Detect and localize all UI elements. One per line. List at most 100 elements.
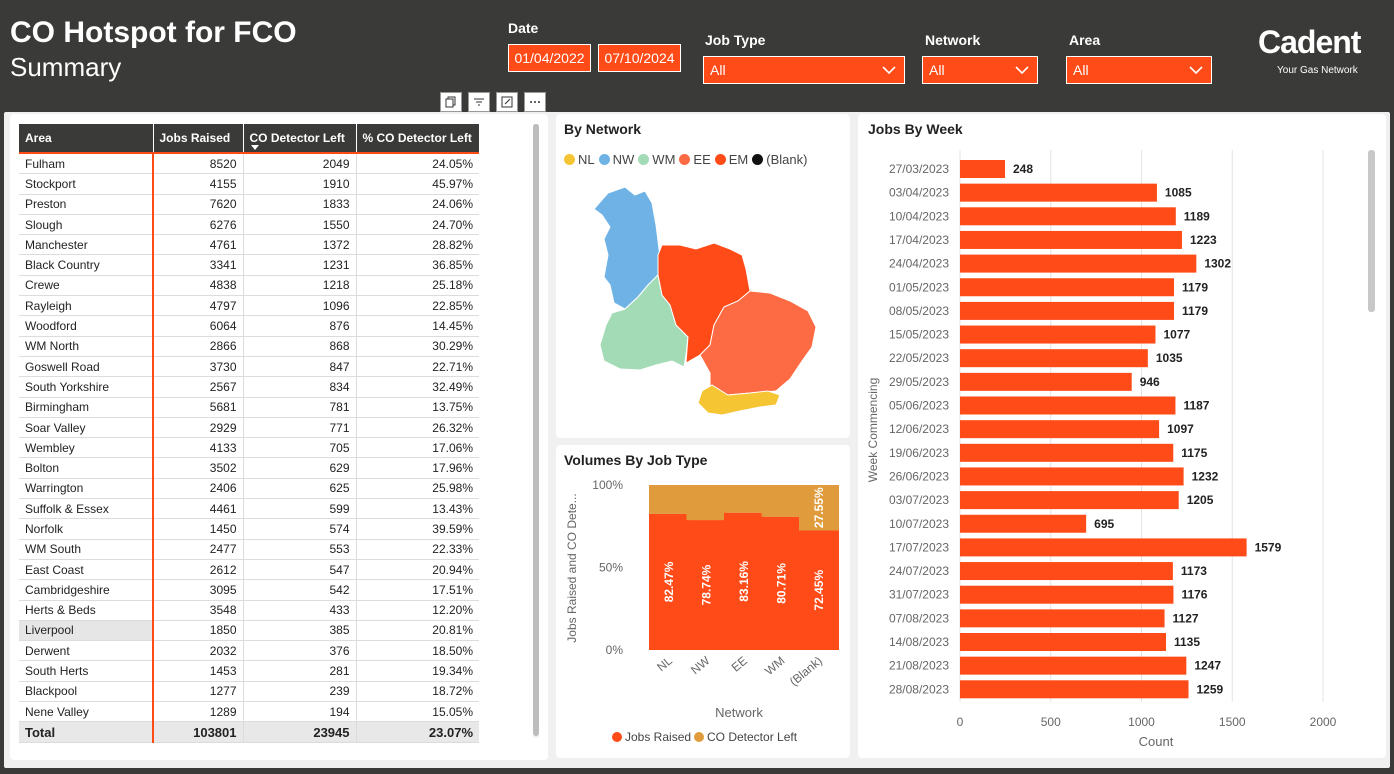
table-row[interactable]: Soar Valley 2929 771 26.32% [19,417,479,439]
bar[interactable] [960,491,1179,510]
table-row[interactable]: Liverpool 1850 385 20.81% [19,620,479,642]
co-detector-left-cell: 705 [242,437,356,459]
legend-item[interactable]: NW [598,152,634,167]
volumes-by-job-type-chart[interactable]: 0% 50% 100% Jobs Raised and CO Dete... 82.47… [556,470,850,760]
table-row[interactable]: Cambridgeshire 3095 542 17.51% [19,579,479,601]
bar-jobs-raised[interactable] [686,520,727,650]
table-scrollbar-thumb[interactable] [533,124,539,736]
table-row[interactable]: Birmingham 5681 781 13.75% [19,397,479,418]
jobs-by-week-chart[interactable]: 0 500 1000 1500 2000 27/03/2023 248 03/04/2023 1… [858,140,1386,758]
bar-jobs-raised[interactable] [724,512,764,650]
bar-co-detector-left[interactable] [686,485,727,521]
job-type-dropdown[interactable]: All [703,56,905,84]
bar[interactable] [960,160,1006,178]
table-row[interactable]: Herts & Beds 3548 433 12.20% [19,600,479,621]
bar-jobs-raised[interactable] [649,513,689,650]
filter-icon[interactable] [468,92,490,112]
bar[interactable] [960,420,1160,439]
legend-item[interactable]: EE [679,152,711,167]
column-header-area[interactable]: Area [19,124,153,153]
bar[interactable] [960,656,1187,675]
map-region-ee[interactable] [699,290,817,396]
pct-co-detector-left-cell: 36.85% [355,254,479,276]
more-options-icon[interactable] [524,92,546,112]
table-row[interactable]: East Coast 2612 547 20.94% [19,559,479,581]
bar[interactable] [960,301,1174,320]
bar[interactable] [960,562,1173,581]
table-row[interactable]: Nene Valley 1289 194 15.05% [19,701,479,723]
table-row[interactable]: Suffolk & Essex 4461 599 13.43% [19,498,479,520]
area-cell: Liverpool [19,620,153,642]
co-detector-left-cell: 629 [242,457,356,479]
bar[interactable] [960,585,1174,604]
table-row[interactable]: South Herts 1453 281 19.34% [19,660,479,682]
date-from-input[interactable]: 01/04/2022 [508,44,591,72]
bar[interactable] [960,349,1148,368]
date-to-input[interactable]: 07/10/2024 [598,44,681,72]
bar[interactable] [960,278,1174,297]
table-row[interactable]: Bolton 3502 629 17.96% [19,457,479,479]
legend-item[interactable]: (Blank) [752,152,807,167]
bar[interactable] [960,609,1165,628]
y-tick-label: 10/04/2023 [889,209,949,223]
column-header-co-detector-left[interactable]: CO Detector Left [242,124,356,153]
bar-jobs-raised[interactable] [761,516,802,650]
table-row[interactable]: Wembley 4133 705 17.06% [19,437,479,459]
area-dropdown[interactable]: All [1066,56,1212,84]
bar[interactable] [960,207,1176,226]
weekly-chart-scrollbar-thumb[interactable] [1368,150,1375,312]
table-row[interactable]: Manchester 4761 1372 28.82% [19,234,479,256]
co-detector-left-cell: 1096 [242,295,356,317]
copy-icon[interactable] [440,92,462,112]
legend-item[interactable]: NL [564,152,595,167]
column-header-jobs-raised[interactable]: Jobs Raised [152,124,243,153]
table-row[interactable]: Slough 6276 1550 24.70% [19,214,479,236]
bar[interactable] [960,230,1182,249]
table-row[interactable]: Warrington 2406 625 25.98% [19,478,479,500]
bar-jobs-raised[interactable] [799,530,839,650]
bar[interactable] [960,325,1156,344]
legend-label[interactable]: Jobs Raised [625,730,691,744]
table-row[interactable]: WM South 2477 553 22.33% [19,539,479,560]
y-tick-label: 14/08/2023 [889,635,949,649]
table-row[interactable]: Norfolk 1450 574 39.59% [19,518,479,540]
table-row[interactable]: Derwent 2032 376 18.50% [19,640,479,662]
network-map[interactable] [590,185,822,420]
bar[interactable] [960,396,1176,415]
legend-item[interactable]: EM [714,152,748,167]
bar-co-detector-left[interactable] [761,485,802,517]
pct-co-detector-left-cell: 20.81% [355,620,479,642]
bar[interactable] [960,680,1189,699]
table-row[interactable]: Fulham 8520 2049 24.05% [19,153,479,175]
bar[interactable] [960,254,1197,273]
table-row[interactable]: Woodford 6064 876 14.45% [19,315,479,337]
table-row[interactable]: South Yorkshire 2567 834 32.49% [19,376,479,398]
bar[interactable] [960,467,1184,486]
table-row[interactable]: WM North 2866 868 30.29% [19,336,479,357]
bar[interactable] [960,538,1247,557]
network-dropdown[interactable]: All [922,56,1038,84]
bar-data-label: 1179 [1182,280,1208,294]
focus-mode-icon[interactable] [496,92,518,112]
area-cell: Black Country [19,254,153,276]
bar[interactable] [960,633,1167,651]
bar[interactable] [960,183,1157,202]
map-region-nl[interactable] [697,384,781,416]
table-row[interactable]: Goswell Road 3730 847 22.71% [19,356,479,378]
bar-co-detector-left[interactable] [799,485,839,531]
bar[interactable] [960,372,1132,391]
legend-item[interactable]: WM [638,152,675,167]
table-row[interactable]: Rayleigh 4797 1096 22.85% [19,295,479,317]
table-row[interactable]: Stockport 4155 1910 45.97% [19,173,479,195]
bar[interactable] [960,443,1174,462]
column-header-pct-co-detector-left[interactable]: % CO Detector Left [355,124,479,153]
legend-label[interactable]: CO Detector Left [707,730,798,744]
bar-co-detector-left[interactable] [724,485,764,513]
table-row[interactable]: Preston 7620 1833 24.06% [19,194,479,215]
table-row[interactable]: Blackpool 1277 239 18.72% [19,681,479,703]
table-row[interactable]: Crewe 4838 1218 25.18% [19,275,479,297]
bar[interactable] [960,514,1087,533]
bar-co-detector-left[interactable] [649,485,689,514]
table-row[interactable]: Black Country 3341 1231 36.85% [19,254,479,276]
co-detector-left-cell: 385 [242,620,356,642]
